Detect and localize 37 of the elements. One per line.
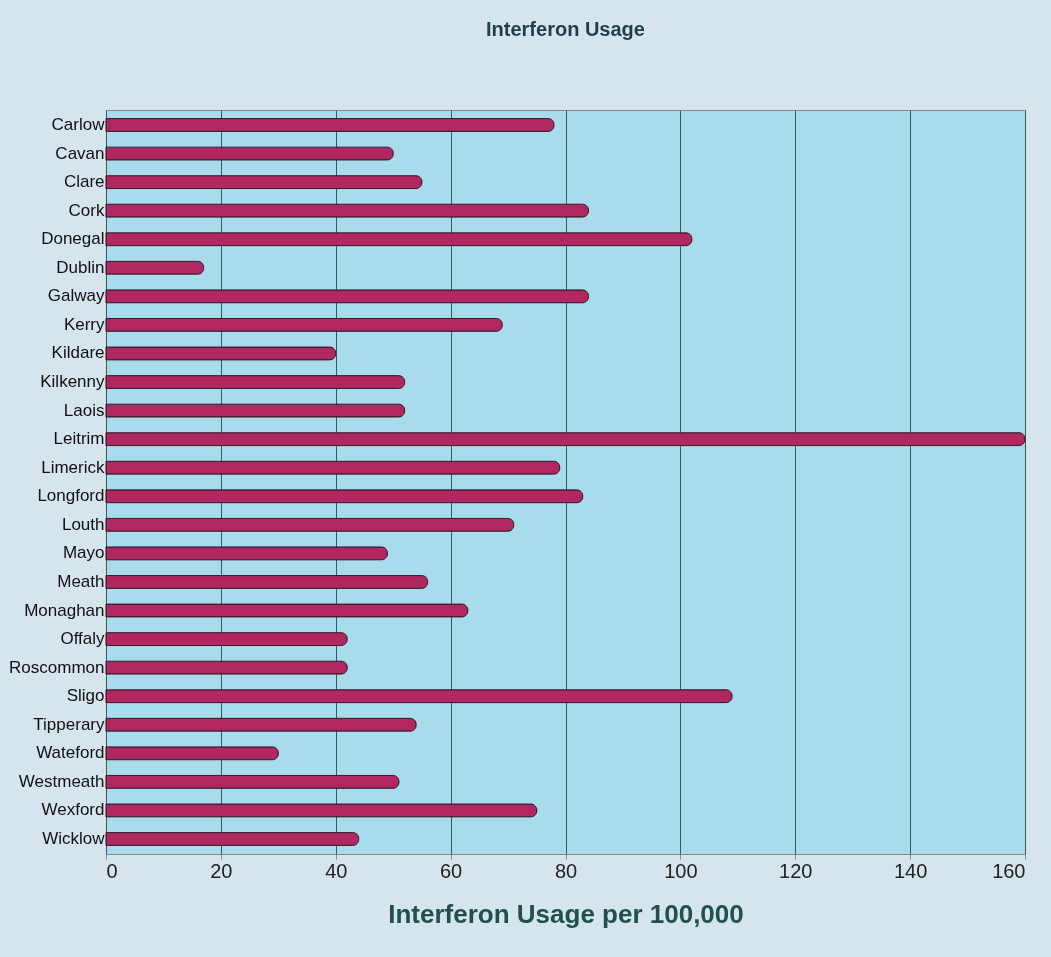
y-tick-label: Monaghan [24, 600, 105, 620]
y-tick-label: Limerick [41, 457, 105, 477]
y-tick-label: Tipperary [33, 714, 105, 734]
y-tick-label: Cavan [55, 143, 105, 163]
x-tick-label: 100 [664, 859, 698, 882]
y-tick-label: Laois [63, 400, 105, 420]
y-tick-label: Carlow [51, 114, 106, 134]
y-tick-label: Mayo [62, 543, 105, 563]
x-axis-title: Interferon Usage per 100,000 [388, 898, 744, 929]
y-tick-label: Westmeath [18, 771, 105, 791]
y-tick-label: Kerry [63, 314, 105, 334]
y-tick-label: Kilkenny [40, 372, 105, 392]
y-tick-label: Offaly [60, 629, 105, 649]
x-tick-label: 120 [779, 859, 813, 882]
chart-title: Interferon Usage [486, 18, 645, 40]
y-tick-label: Donegal [41, 229, 105, 249]
x-tick-label: 40 [325, 859, 348, 882]
x-tick-label: 140 [893, 859, 928, 882]
y-tick-label: Wexford [41, 800, 105, 820]
y-tick-label: Cork [68, 200, 105, 220]
y-tick-label: Sligo [66, 686, 105, 706]
x-tick-label: 80 [554, 859, 578, 882]
x-tick-label: 160 [992, 859, 1026, 882]
y-tick-label: Louth [61, 514, 105, 534]
y-tick-label: Leitrim [53, 429, 105, 449]
y-tick-label: Roscommon [9, 657, 105, 677]
x-tick-label: 20 [210, 859, 233, 882]
y-tick-label: Wicklow [42, 829, 106, 849]
y-tick-label: Longford [37, 486, 105, 506]
y-tick-label: Wateford [36, 743, 105, 763]
y-tick-label: Meath [57, 571, 105, 591]
x-tick-label: 0 [106, 859, 118, 882]
y-tick-label: Clare [63, 172, 105, 192]
x-tick-label: 60 [440, 859, 463, 882]
y-tick-label: Galway [47, 286, 105, 306]
y-tick-label: Dublin [56, 257, 105, 277]
y-tick-label: Kildare [51, 343, 105, 363]
